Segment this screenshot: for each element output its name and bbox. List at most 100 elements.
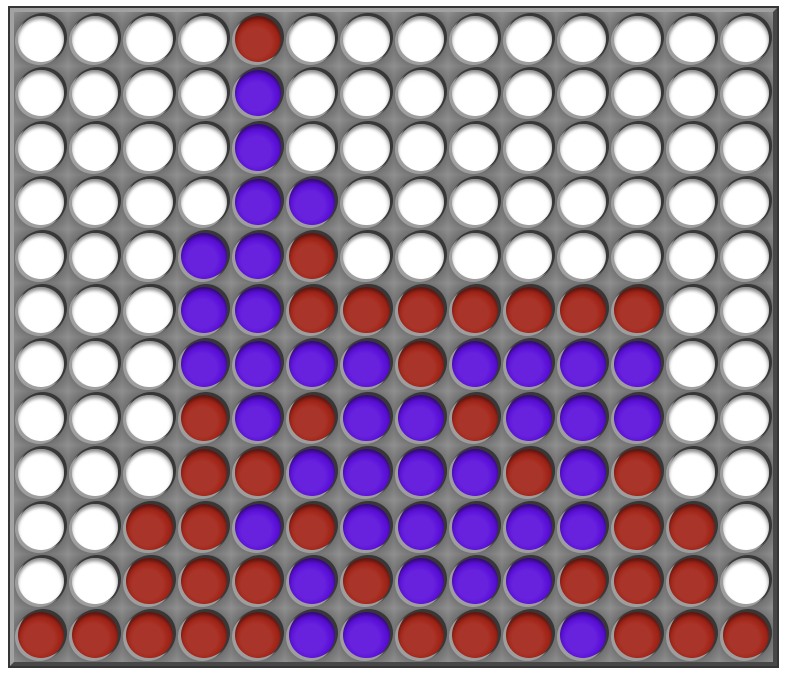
board-cell[interactable]	[664, 282, 719, 337]
board-cell[interactable]	[230, 282, 286, 337]
board-cell[interactable]	[14, 337, 69, 392]
board-cell[interactable]	[176, 553, 231, 608]
board-cell[interactable]	[68, 337, 123, 392]
board-cell[interactable]	[230, 607, 286, 662]
board-cell[interactable]	[285, 66, 340, 121]
board-cell[interactable]	[718, 499, 773, 554]
board-cell[interactable]	[68, 174, 123, 229]
board-cell[interactable]	[718, 607, 773, 662]
board-cell[interactable]	[68, 66, 123, 121]
board-cell[interactable]	[556, 445, 611, 500]
board-cell[interactable]	[393, 282, 448, 337]
board-cell[interactable]	[718, 337, 773, 392]
board-cell[interactable]	[285, 445, 340, 500]
board-cell[interactable]	[393, 391, 448, 446]
board-cell[interactable]	[176, 174, 231, 229]
board-cell[interactable]	[718, 553, 773, 608]
board-cell[interactable]	[285, 499, 340, 554]
board-cell[interactable]	[718, 12, 773, 67]
board-cell[interactable]	[501, 553, 557, 608]
board-cell[interactable]	[393, 553, 448, 608]
board-cell[interactable]	[610, 174, 665, 229]
board-cell[interactable]	[664, 391, 719, 446]
board-cell[interactable]	[122, 499, 177, 554]
board-cell[interactable]	[664, 499, 719, 554]
board-cell[interactable]	[285, 174, 340, 229]
board-cell[interactable]	[664, 174, 719, 229]
board-cell[interactable]	[122, 120, 177, 175]
board-cell[interactable]	[556, 282, 611, 337]
board-cell[interactable]	[501, 499, 557, 554]
board-cell[interactable]	[556, 12, 611, 67]
board-cell[interactable]	[68, 391, 123, 446]
board-cell[interactable]	[339, 391, 394, 446]
board-cell[interactable]	[718, 445, 773, 500]
board-cell[interactable]	[285, 391, 340, 446]
board-cell[interactable]	[176, 607, 231, 662]
board-cell[interactable]	[447, 12, 502, 67]
board-cell[interactable]	[14, 66, 69, 121]
board-cell[interactable]	[68, 282, 123, 337]
board-cell[interactable]	[339, 607, 394, 662]
board-cell[interactable]	[556, 120, 611, 175]
board-cell[interactable]	[122, 66, 177, 121]
board-cell[interactable]	[176, 120, 231, 175]
board-cell[interactable]	[339, 174, 394, 229]
board-cell[interactable]	[230, 337, 286, 392]
board-cell[interactable]	[610, 282, 665, 337]
board-cell[interactable]	[610, 120, 665, 175]
board-cell[interactable]	[14, 12, 69, 67]
board-cell[interactable]	[14, 120, 69, 175]
board-cell[interactable]	[230, 445, 286, 500]
board-cell[interactable]	[68, 12, 123, 67]
board-cell[interactable]	[556, 228, 611, 283]
board-cell[interactable]	[339, 553, 394, 608]
board-cell[interactable]	[176, 499, 231, 554]
board-cell[interactable]	[230, 553, 286, 608]
board-cell[interactable]	[447, 499, 502, 554]
board-cell[interactable]	[393, 337, 448, 392]
board-cell[interactable]	[556, 391, 611, 446]
board-cell[interactable]	[393, 445, 448, 500]
board-cell[interactable]	[610, 553, 665, 608]
board-cell[interactable]	[68, 445, 123, 500]
board-cell[interactable]	[393, 66, 448, 121]
board-cell[interactable]	[447, 228, 502, 283]
board-cell[interactable]	[230, 120, 286, 175]
board-cell[interactable]	[285, 120, 340, 175]
board-cell[interactable]	[718, 282, 773, 337]
board-cell[interactable]	[122, 174, 177, 229]
board-cell[interactable]	[664, 228, 719, 283]
board-cell[interactable]	[718, 174, 773, 229]
board-cell[interactable]	[664, 66, 719, 121]
board-cell[interactable]	[230, 391, 286, 446]
board-cell[interactable]	[610, 66, 665, 121]
board-cell[interactable]	[339, 337, 394, 392]
board-cell[interactable]	[285, 553, 340, 608]
board-cell[interactable]	[14, 445, 69, 500]
board-cell[interactable]	[610, 499, 665, 554]
board-cell[interactable]	[339, 499, 394, 554]
board-cell[interactable]	[447, 282, 502, 337]
board-cell[interactable]	[230, 499, 286, 554]
board-cell[interactable]	[447, 607, 502, 662]
board-cell[interactable]	[556, 607, 611, 662]
board-cell[interactable]	[501, 174, 557, 229]
board-cell[interactable]	[68, 499, 123, 554]
board-cell[interactable]	[556, 174, 611, 229]
board-cell[interactable]	[122, 445, 177, 500]
board-cell[interactable]	[610, 607, 665, 662]
board-cell[interactable]	[664, 607, 719, 662]
board-cell[interactable]	[285, 607, 340, 662]
board-cell[interactable]	[393, 120, 448, 175]
board-cell[interactable]	[122, 12, 177, 67]
board-cell[interactable]	[14, 174, 69, 229]
board-cell[interactable]	[122, 337, 177, 392]
board-cell[interactable]	[393, 174, 448, 229]
board-cell[interactable]	[664, 553, 719, 608]
board-cell[interactable]	[68, 607, 123, 662]
board-cell[interactable]	[122, 607, 177, 662]
board-cell[interactable]	[14, 228, 69, 283]
board-cell[interactable]	[393, 12, 448, 67]
board-cell[interactable]	[122, 228, 177, 283]
